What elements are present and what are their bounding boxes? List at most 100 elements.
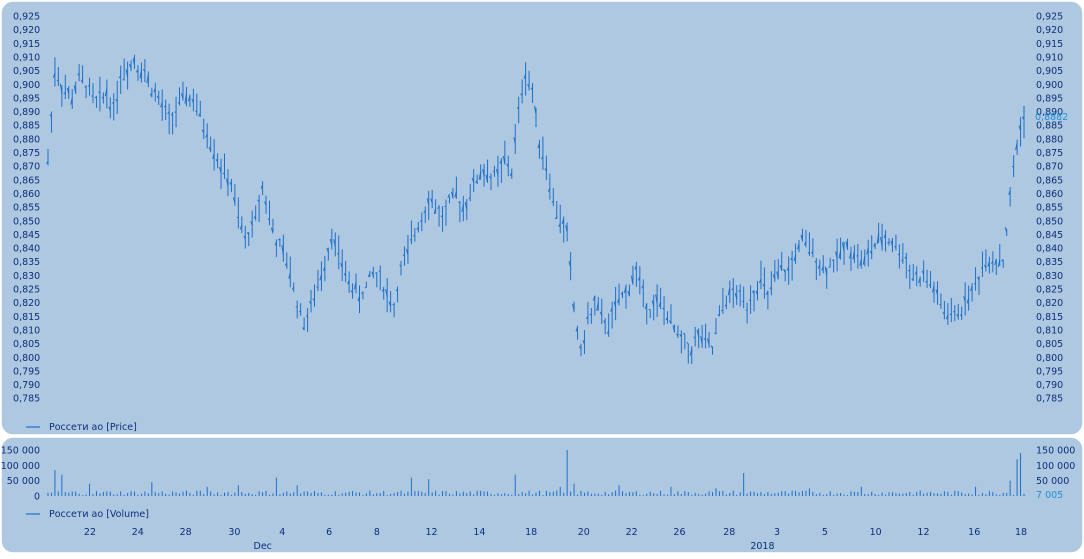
price-bar-open [981, 268, 983, 269]
x-tick-label: 22 [626, 527, 638, 538]
price-bar-open [953, 311, 955, 312]
price-y-tick-right: 0,825 [1036, 285, 1063, 296]
price-y-tick-left: 0,790 [13, 380, 40, 391]
price-y-tick-right: 0,880 [1036, 134, 1063, 145]
price-bar-open [403, 255, 405, 256]
price-y-tick-left: 0,860 [13, 189, 40, 200]
price-y-tick-right: 0,850 [1036, 216, 1063, 227]
price-y-tick-right: 0,925 [1036, 12, 1063, 23]
x-tick-label: 14 [473, 527, 485, 538]
price-y-tick-right: 0,915 [1036, 39, 1063, 50]
price-y-tick-right: 0,860 [1036, 189, 1063, 200]
price-bar-open [195, 111, 197, 112]
price-bar-open [88, 86, 90, 87]
price-bar-open [299, 311, 301, 312]
price-y-tick-left: 0,885 [13, 121, 40, 132]
price-y-tick-right: 0,815 [1036, 312, 1063, 323]
price-y-tick-left: 0,875 [13, 148, 40, 159]
x-month-label: 2018 [750, 541, 774, 552]
price-y-tick-right: 0,840 [1036, 244, 1063, 255]
price-y-tick-right: 0,855 [1036, 203, 1063, 214]
x-tick-label: 12 [426, 527, 438, 538]
price-y-tick-right: 0,800 [1036, 353, 1063, 364]
price-y-tick-left: 0,850 [13, 216, 40, 227]
price-y-tick-right: 0,790 [1036, 380, 1063, 391]
price-y-tick-right: 0,920 [1036, 25, 1063, 36]
x-tick-label: 26 [673, 527, 685, 538]
price-bar-open [337, 253, 339, 254]
x-tick-label: 6 [326, 527, 332, 538]
price-y-tick-left: 0,815 [13, 312, 40, 323]
price-bar-open [721, 310, 723, 311]
x-tick-label: 16 [968, 527, 980, 538]
price-y-tick-right: 0,805 [1036, 339, 1063, 350]
price-y-tick-right: 0,900 [1036, 80, 1063, 91]
x-tick-label: 10 [870, 527, 882, 538]
price-y-tick-left: 0,825 [13, 285, 40, 296]
x-tick-label: 8 [374, 527, 380, 538]
price-y-tick-left: 0,880 [13, 134, 40, 145]
price-y-tick-left: 0,865 [13, 175, 40, 186]
x-tick-label: 18 [525, 527, 537, 538]
price-y-tick-left: 0,890 [13, 107, 40, 118]
price-y-tick-right: 0,910 [1036, 52, 1063, 63]
volume-y-tick-right: 100 000 [1036, 461, 1075, 472]
x-tick-label: 30 [228, 527, 240, 538]
price-y-tick-left: 0,900 [13, 80, 40, 91]
price-y-tick-left: 0,830 [13, 271, 40, 282]
price-bar-open [57, 80, 59, 81]
price-y-tick-left: 0,910 [13, 52, 40, 63]
price-y-tick-left: 0,795 [13, 366, 40, 377]
x-month-label: Dec [254, 541, 272, 552]
price-y-tick-left: 0,800 [13, 353, 40, 364]
price-y-tick-left: 0,810 [13, 325, 40, 336]
price-y-tick-right: 0,875 [1036, 148, 1063, 159]
x-tick-label: 20 [578, 527, 590, 538]
price-y-tick-right: 0,865 [1036, 175, 1063, 186]
price-legend-label: Россети ао [Price] [49, 422, 137, 433]
volume-y-tick-left: 150 000 [1, 446, 40, 457]
price-y-tick-left: 0,855 [13, 203, 40, 214]
x-tick-label: 5 [822, 527, 828, 538]
price-y-tick-left: 0,925 [13, 12, 40, 23]
price-y-tick-right: 0,835 [1036, 257, 1063, 268]
price-last-value: 0,8882 [1035, 112, 1068, 123]
price-y-tick-right: 0,830 [1036, 271, 1063, 282]
x-tick-label: 12 [917, 527, 929, 538]
x-tick-label: 18 [1015, 527, 1027, 538]
x-tick-label: 28 [180, 527, 192, 538]
price-y-tick-right: 0,785 [1036, 394, 1063, 405]
price-y-tick-left: 0,805 [13, 339, 40, 350]
price-y-tick-left: 0,820 [13, 298, 40, 309]
volume-y-tick-left: 100 000 [1, 461, 40, 472]
price-y-tick-left: 0,870 [13, 162, 40, 173]
x-tick-label: 28 [723, 527, 735, 538]
price-y-tick-left: 0,840 [13, 244, 40, 255]
price-bar-open [175, 112, 177, 113]
volume-y-tick-right: 50 000 [1036, 476, 1069, 487]
price-bar-open [829, 267, 831, 268]
price-y-tick-right: 0,810 [1036, 325, 1063, 336]
volume-y-tick-left: 50 000 [7, 476, 40, 487]
price-y-tick-left: 0,920 [13, 25, 40, 36]
price-y-tick-left: 0,905 [13, 66, 40, 77]
price-y-tick-left: 0,915 [13, 39, 40, 50]
price-panel [1, 1, 1083, 435]
price-y-tick-left: 0,835 [13, 257, 40, 268]
price-y-tick-right: 0,905 [1036, 66, 1063, 77]
price-y-tick-right: 0,870 [1036, 162, 1063, 173]
price-y-tick-left: 0,895 [13, 93, 40, 104]
price-bar-open [306, 316, 308, 317]
volume-y-tick-right: 150 000 [1036, 446, 1075, 457]
volume-y-tick-left: 0 [34, 492, 40, 503]
price-y-tick-right: 0,795 [1036, 366, 1063, 377]
price-y-tick-right: 0,845 [1036, 230, 1063, 241]
x-tick-label: 3 [774, 527, 780, 538]
price-y-tick-right: 0,895 [1036, 93, 1063, 104]
volume-legend-label: Россети ао [Volume] [49, 509, 149, 520]
price-y-tick-left: 0,845 [13, 230, 40, 241]
x-tick-label: 22 [84, 527, 96, 538]
x-tick-label: 24 [132, 527, 144, 538]
